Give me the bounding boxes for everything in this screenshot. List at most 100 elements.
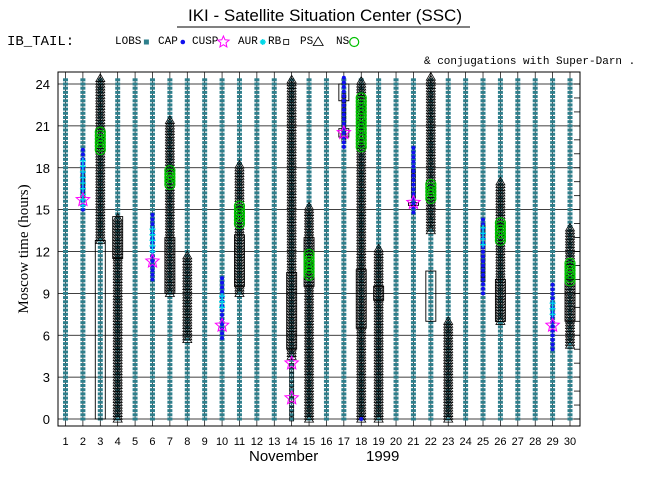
cusp-marker	[283, 389, 300, 405]
lobs-marker	[97, 388, 103, 392]
lobs-marker	[323, 183, 329, 186]
lobs-marker	[80, 296, 86, 300]
ps-marker	[182, 281, 193, 290]
lobs-marker	[480, 417, 486, 421]
lobs-marker	[410, 337, 416, 341]
lobs-marker	[445, 283, 451, 287]
ps-marker	[356, 374, 367, 384]
lobs-marker	[515, 103, 521, 107]
lobs-marker	[341, 363, 347, 367]
lobs-marker	[219, 350, 225, 354]
lobs-marker	[515, 337, 521, 341]
lobs-marker	[219, 354, 225, 358]
ps-marker	[164, 151, 176, 161]
lobs-marker	[115, 136, 121, 140]
ps-marker	[425, 127, 437, 137]
ps-marker	[234, 268, 245, 278]
lobs-marker	[532, 116, 538, 119]
lobs-marker	[497, 388, 503, 392]
lobs-marker	[532, 375, 538, 379]
lobs-marker	[410, 291, 416, 295]
aur-marker	[549, 311, 556, 318]
day-25-markers	[480, 217, 487, 296]
lobs-marker	[567, 86, 573, 90]
lobs-marker	[393, 183, 399, 186]
ps-marker	[182, 334, 193, 343]
lobs-marker	[567, 342, 573, 346]
x-tick-label: 5	[132, 436, 138, 448]
ps-marker	[356, 279, 367, 289]
x-tick-label: 30	[564, 436, 576, 448]
lobs-marker	[410, 128, 416, 132]
ps-marker	[182, 331, 193, 341]
lobs-marker	[149, 409, 155, 413]
lobs-marker	[254, 375, 260, 379]
ps-marker	[286, 94, 297, 103]
rb-marker	[289, 377, 294, 383]
lobs-marker	[445, 296, 451, 300]
lobs-marker	[463, 317, 469, 320]
lobs-marker	[323, 233, 329, 237]
ps-marker	[182, 264, 193, 274]
lobs-marker	[184, 233, 190, 237]
ps-marker	[182, 317, 193, 327]
lobs-marker	[132, 78, 138, 82]
ps-marker	[356, 229, 367, 239]
lobs-marker	[323, 149, 329, 153]
lobs-marker	[63, 233, 68, 237]
ps-marker	[495, 232, 506, 242]
lobs-marker	[393, 350, 399, 354]
ps-marker	[373, 265, 384, 275]
ps-marker	[112, 223, 123, 233]
lobs-marker	[515, 195, 521, 199]
lobs-marker	[376, 145, 382, 149]
ps-marker	[95, 92, 106, 102]
lobs-marker	[63, 283, 68, 287]
aur-marker	[79, 185, 86, 192]
lobs-marker	[115, 195, 121, 199]
lobs-marker	[63, 392, 68, 396]
ps-marker	[95, 232, 106, 242]
lobs-marker	[80, 120, 86, 124]
ps-marker	[95, 198, 106, 208]
lobs-marker	[515, 187, 521, 191]
ps-marker	[373, 335, 384, 345]
lobs-marker	[271, 321, 277, 325]
ps-marker	[303, 332, 315, 342]
lobs-marker	[63, 149, 68, 153]
lobs-marker	[550, 409, 556, 413]
ps-marker	[234, 179, 245, 189]
ps-marker	[286, 309, 297, 318]
lobs-marker	[149, 132, 155, 136]
lobs-marker	[97, 329, 103, 333]
ps-marker	[356, 240, 367, 250]
ps-marker	[112, 243, 123, 253]
lobs-marker	[532, 329, 538, 333]
lobs-marker	[567, 136, 573, 140]
ps-marker	[303, 363, 315, 373]
ps-marker	[356, 324, 367, 334]
lobs-marker	[97, 354, 103, 358]
day-29-markers	[544, 282, 561, 352]
ns-marker	[233, 200, 246, 212]
ps-marker	[95, 103, 106, 113]
lobs-marker	[497, 404, 503, 408]
lobs-marker	[393, 145, 399, 149]
lobs-marker	[271, 191, 277, 195]
lobs-marker	[410, 371, 416, 375]
lobs-marker	[445, 78, 451, 82]
lobs-marker	[63, 178, 68, 182]
lobs-marker	[271, 124, 277, 128]
aur-marker	[219, 298, 226, 305]
ps-marker	[443, 360, 454, 370]
ps-marker	[164, 226, 176, 236]
lobs-marker	[428, 396, 434, 400]
lobs-marker	[515, 296, 521, 300]
lobs-marker	[410, 86, 416, 90]
lobs-marker	[445, 153, 451, 157]
aur-marker	[480, 241, 487, 248]
lobs-marker	[80, 95, 86, 99]
lobs-marker	[393, 220, 399, 224]
lobs-marker	[393, 266, 399, 270]
